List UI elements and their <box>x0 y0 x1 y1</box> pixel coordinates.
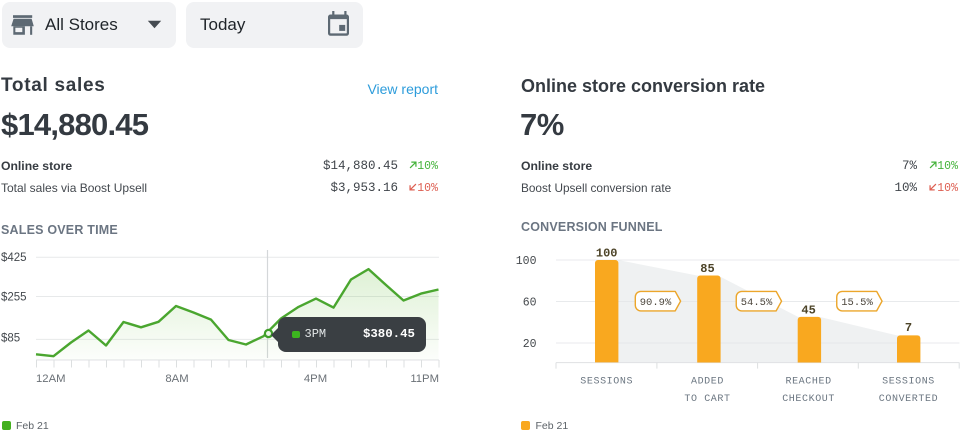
svg-text:90.9%: 90.9% <box>640 297 672 309</box>
svg-text:4PM: 4PM <box>304 373 327 385</box>
svg-text:100: 100 <box>596 246 618 260</box>
svg-text:45: 45 <box>801 303 815 317</box>
svg-text:7: 7 <box>905 321 912 335</box>
svg-text:100: 100 <box>516 255 537 268</box>
svg-text:$255: $255 <box>1 291 27 303</box>
svg-text:$85: $85 <box>1 333 20 345</box>
svg-text:12AM: 12AM <box>36 373 66 385</box>
svg-text:8AM: 8AM <box>165 373 188 385</box>
svg-text:CHECKOUT: CHECKOUT <box>782 394 835 405</box>
svg-text:60: 60 <box>523 297 537 310</box>
svg-text:20: 20 <box>523 338 537 351</box>
svg-text:CONVERTED: CONVERTED <box>879 394 938 405</box>
svg-text:TO CART: TO CART <box>684 394 730 405</box>
svg-text:SESSIONS: SESSIONS <box>580 377 633 388</box>
svg-text:SESSIONS: SESSIONS <box>882 377 935 388</box>
svg-text:15.5%: 15.5% <box>841 297 873 309</box>
svg-text:11PM: 11PM <box>410 373 439 385</box>
svg-text:ADDED: ADDED <box>691 377 724 388</box>
svg-text:$425: $425 <box>1 252 27 264</box>
svg-text:85: 85 <box>700 262 714 276</box>
svg-text:REACHED: REACHED <box>785 377 831 388</box>
svg-text:54.5%: 54.5% <box>741 297 773 309</box>
